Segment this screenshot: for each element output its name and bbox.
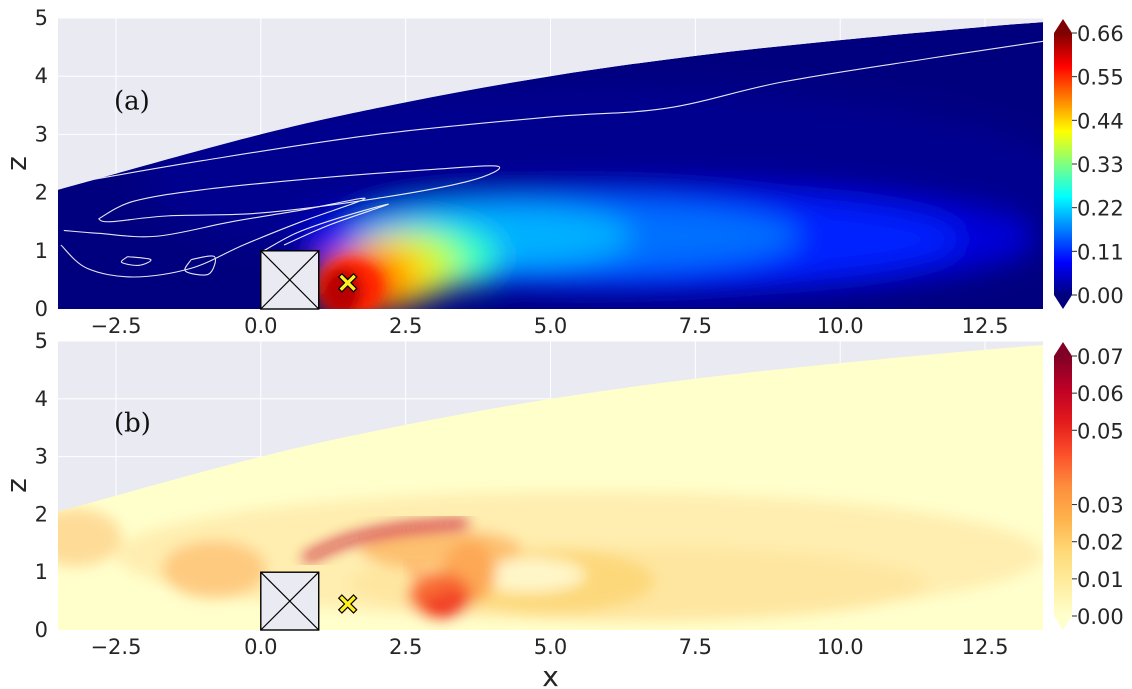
y-tick-label: 5: [35, 6, 48, 30]
colorbar-tick-label: 0.07: [1077, 345, 1124, 369]
contour-line: [60, 197, 366, 278]
x-tick-label: 2.5: [389, 635, 422, 659]
y-tick-label: 0: [35, 618, 48, 642]
colorbar: 0.00 0.01 0.02 0.03 0.05 0.06 0.07: [1054, 342, 1124, 630]
colorbar-tick-label: 0.06: [1077, 382, 1124, 406]
colorbar-tick-label: 0.55: [1077, 66, 1124, 90]
colorbar-tick-label: 0.01: [1077, 568, 1124, 592]
heatmap-streak: [407, 562, 456, 611]
contour-line: [120, 256, 152, 266]
field-heatmap-b: [58, 345, 1043, 630]
y-tick-label: 0: [35, 297, 48, 321]
colorbar-tick-label: 0.02: [1077, 531, 1124, 555]
obstacle-box: [260, 571, 320, 631]
y-tick-label: 4: [35, 387, 48, 411]
heatmap-blob: [58, 508, 122, 567]
heatmap-blob: [162, 540, 267, 599]
colorbar-tick-label: 0.05: [1077, 419, 1124, 443]
colorbar-gradient: [1054, 356, 1072, 616]
x-tick-label: 12.5: [962, 635, 1009, 659]
x-tick-label: 0.0: [244, 314, 277, 338]
colorbar-tick-label: 0.44: [1077, 109, 1124, 133]
x-tick-label: 10.0: [817, 635, 864, 659]
contour-line: [98, 165, 501, 223]
y-tick-label: 2: [35, 181, 48, 205]
colorbar-tick-label: 0.22: [1077, 197, 1124, 221]
colorbar-gradient: [1054, 33, 1072, 295]
colorbar-tick-label: 0.00: [1077, 284, 1124, 308]
x-tick-labels: −2.5 0.0 2.5 5.0 7.5 10.0 12.5: [90, 314, 1008, 338]
x-tick-label: 7.5: [679, 635, 712, 659]
contour-line: [263, 203, 389, 252]
y-tick-label: 3: [35, 122, 48, 146]
y-tick-labels: 0 1 2 3 4 5: [35, 6, 48, 321]
obstacle-diagonal: [260, 250, 320, 310]
y-tick-label: 3: [35, 445, 48, 469]
y-tick-label: 1: [35, 239, 48, 263]
colorbar-tick-label: 0.66: [1077, 22, 1124, 46]
x-axis-label: x: [542, 660, 559, 689]
x-tick-label: 5.0: [534, 314, 567, 338]
colorbar-extend-max: [1054, 19, 1072, 33]
y-tick-labels: 0 1 2 3 4 5: [35, 329, 48, 642]
y-axis-label: z: [0, 156, 33, 171]
y-tick-label: 2: [35, 502, 48, 526]
colorbar-tick-label: 0.03: [1077, 494, 1124, 518]
obstacle-box: [260, 250, 320, 310]
x-marker: [337, 594, 358, 614]
probe-marker: [337, 272, 358, 293]
x-marker: [337, 272, 358, 293]
colorbar-extend-min: [1054, 616, 1072, 630]
obstacle-diagonal: [260, 571, 320, 631]
panel-a: (a) −2.5 0.0 2.5 5.0 7.5 10.0 12.5 0 1 2 3 4 5 z 0.…: [0, 6, 1124, 338]
x-tick-label: 7.5: [679, 314, 712, 338]
x-tick-label: −2.5: [90, 314, 141, 338]
panel-label: (b): [114, 409, 151, 439]
colorbar-extend-min: [1054, 295, 1072, 309]
heatmap-streak: [302, 518, 469, 563]
y-tick-label: 4: [35, 64, 48, 88]
field-heatmap-a: [58, 22, 1043, 309]
x-tick-label: 2.5: [389, 314, 422, 338]
heatmap-blob: [469, 557, 586, 593]
probe-marker: [337, 594, 358, 614]
colorbar-tick-label: 0.33: [1077, 153, 1124, 177]
x-tick-label: 0.0: [244, 635, 277, 659]
panel-label: (a): [114, 86, 150, 116]
colorbar-tick-label: 0.11: [1077, 240, 1124, 264]
y-axis-label: z: [0, 478, 33, 493]
x-tick-label: −2.5: [90, 635, 141, 659]
contour-line: [184, 255, 216, 276]
y-tick-label: 1: [35, 560, 48, 584]
x-tick-label: 12.5: [962, 314, 1009, 338]
contour-line: [58, 40, 1043, 187]
colorbar: 0.00 0.11 0.22 0.33 0.44 0.55 0.66: [1054, 19, 1124, 309]
x-tick-labels: −2.5 0.0 2.5 5.0 7.5 10.0 12.5: [90, 635, 1008, 659]
y-tick-label: 5: [35, 329, 48, 353]
colorbar-tick-label: 0.00: [1077, 605, 1124, 629]
contour-lines: [58, 40, 1043, 278]
colorbar-extend-max: [1054, 342, 1072, 356]
x-tick-label: 5.0: [534, 635, 567, 659]
x-tick-label: 10.0: [817, 314, 864, 338]
